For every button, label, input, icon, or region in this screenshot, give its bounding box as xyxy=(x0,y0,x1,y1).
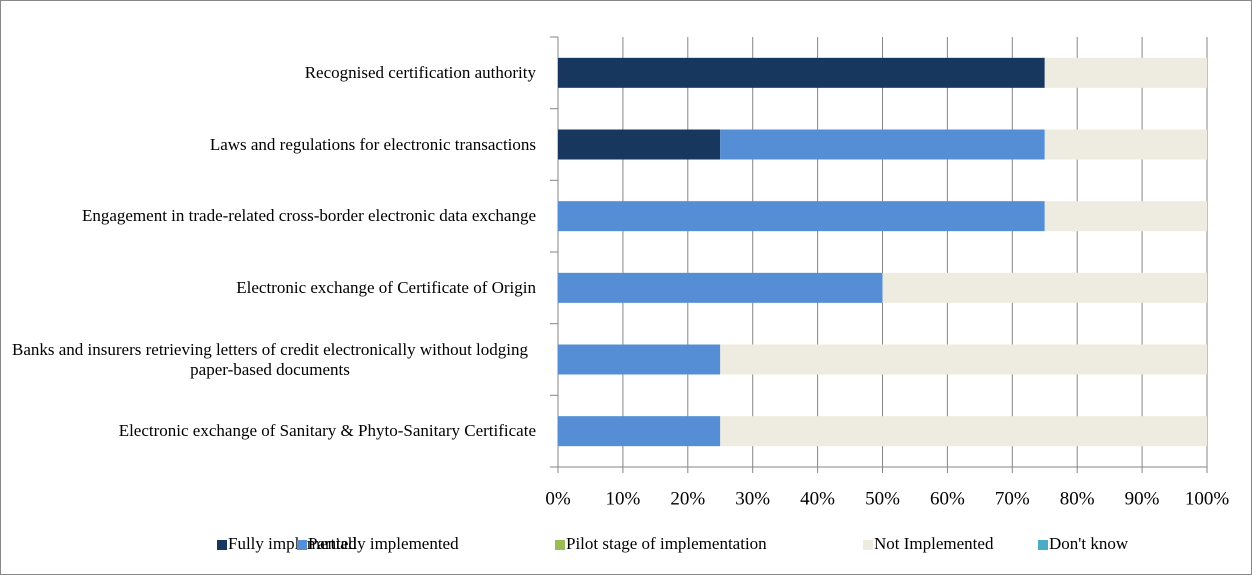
x-tick-label: 70% xyxy=(995,488,1030,509)
bar-segment xyxy=(1044,57,1207,88)
bar-segment xyxy=(720,416,1207,447)
legend-label: Fully implemented xyxy=(228,534,357,553)
bar-segment xyxy=(720,129,1045,160)
x-tick-label: 90% xyxy=(1125,488,1160,509)
bar-segment xyxy=(558,129,721,160)
bar-segment xyxy=(558,57,1045,88)
legend-label: Partially implemented xyxy=(308,534,459,553)
legend-swatch xyxy=(1038,540,1048,550)
x-tick-label: 30% xyxy=(735,488,770,509)
bar-segment xyxy=(558,201,1045,232)
legend-label: Don't know xyxy=(1049,534,1129,553)
bar-segment xyxy=(882,272,1207,303)
legend-swatch xyxy=(555,540,565,550)
legend-label: Not Implemented xyxy=(874,534,994,553)
x-tick-label: 80% xyxy=(1060,488,1095,509)
x-tick-label: 10% xyxy=(605,488,640,509)
legend-swatch xyxy=(863,540,873,550)
bar-segment xyxy=(1044,129,1207,160)
x-tick-label: 0% xyxy=(545,488,571,509)
bar-segment xyxy=(720,344,1207,375)
y-tick-label: Recognised certification authority xyxy=(304,62,536,82)
bar-segment xyxy=(558,416,721,447)
x-tick-label: 60% xyxy=(930,488,965,509)
legend-label: Pilot stage of implementation xyxy=(566,534,767,553)
legend-swatch xyxy=(297,540,307,550)
x-tick-label: 50% xyxy=(865,488,900,509)
legend-swatch xyxy=(217,540,227,550)
y-tick-label: Electronic exchange of Certificate of Or… xyxy=(236,277,536,297)
y-tick-label: Banks and insurers retrieving letters of… xyxy=(12,339,528,379)
x-tick-label: 40% xyxy=(800,488,835,509)
x-tick-label: 20% xyxy=(670,488,705,509)
bar-segment xyxy=(558,344,721,375)
y-tick-label: Electronic exchange of Sanitary & Phyto-… xyxy=(118,421,536,441)
bar-segment xyxy=(1044,201,1207,232)
x-tick-label: 100% xyxy=(1185,488,1230,509)
bar-segment xyxy=(558,272,883,303)
y-tick-label: Laws and regulations for electronic tran… xyxy=(209,134,536,154)
y-tick-label: Engagement in trade-related cross-border… xyxy=(81,206,536,226)
